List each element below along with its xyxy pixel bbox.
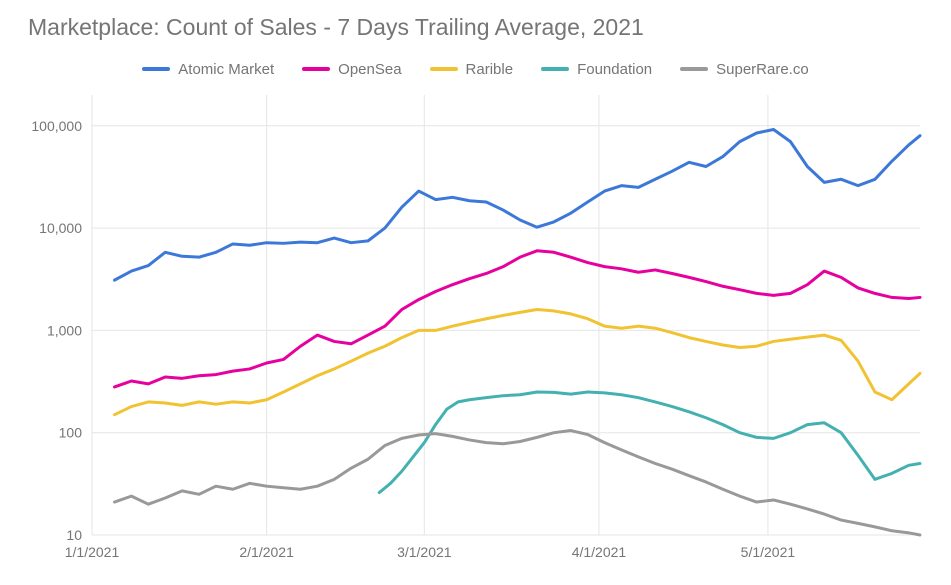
x-tick-label: 4/1/2021 — [572, 544, 627, 560]
chart-plot: 10 100 1,000 10,000 100,000 1/1/2021 2/1/2021… — [0, 0, 951, 585]
x-tick-label: 3/1/2021 — [397, 544, 452, 560]
series-line — [379, 392, 920, 493]
y-tick-label: 1,000 — [47, 322, 82, 338]
y-tick-label: 100 — [59, 425, 83, 441]
y-tick-label: 100,000 — [31, 118, 82, 134]
series-line — [115, 251, 920, 387]
chart-container: { "chart": { "type": "line", "title": "M… — [0, 0, 951, 585]
series-line — [115, 310, 920, 415]
x-tick-label: 1/1/2021 — [65, 544, 120, 560]
series-line — [115, 431, 920, 535]
y-tick-label: 10,000 — [39, 220, 82, 236]
y-tick-label: 10 — [66, 527, 82, 543]
x-tick-label: 2/1/2021 — [239, 544, 294, 560]
x-tick-label: 5/1/2021 — [741, 544, 796, 560]
